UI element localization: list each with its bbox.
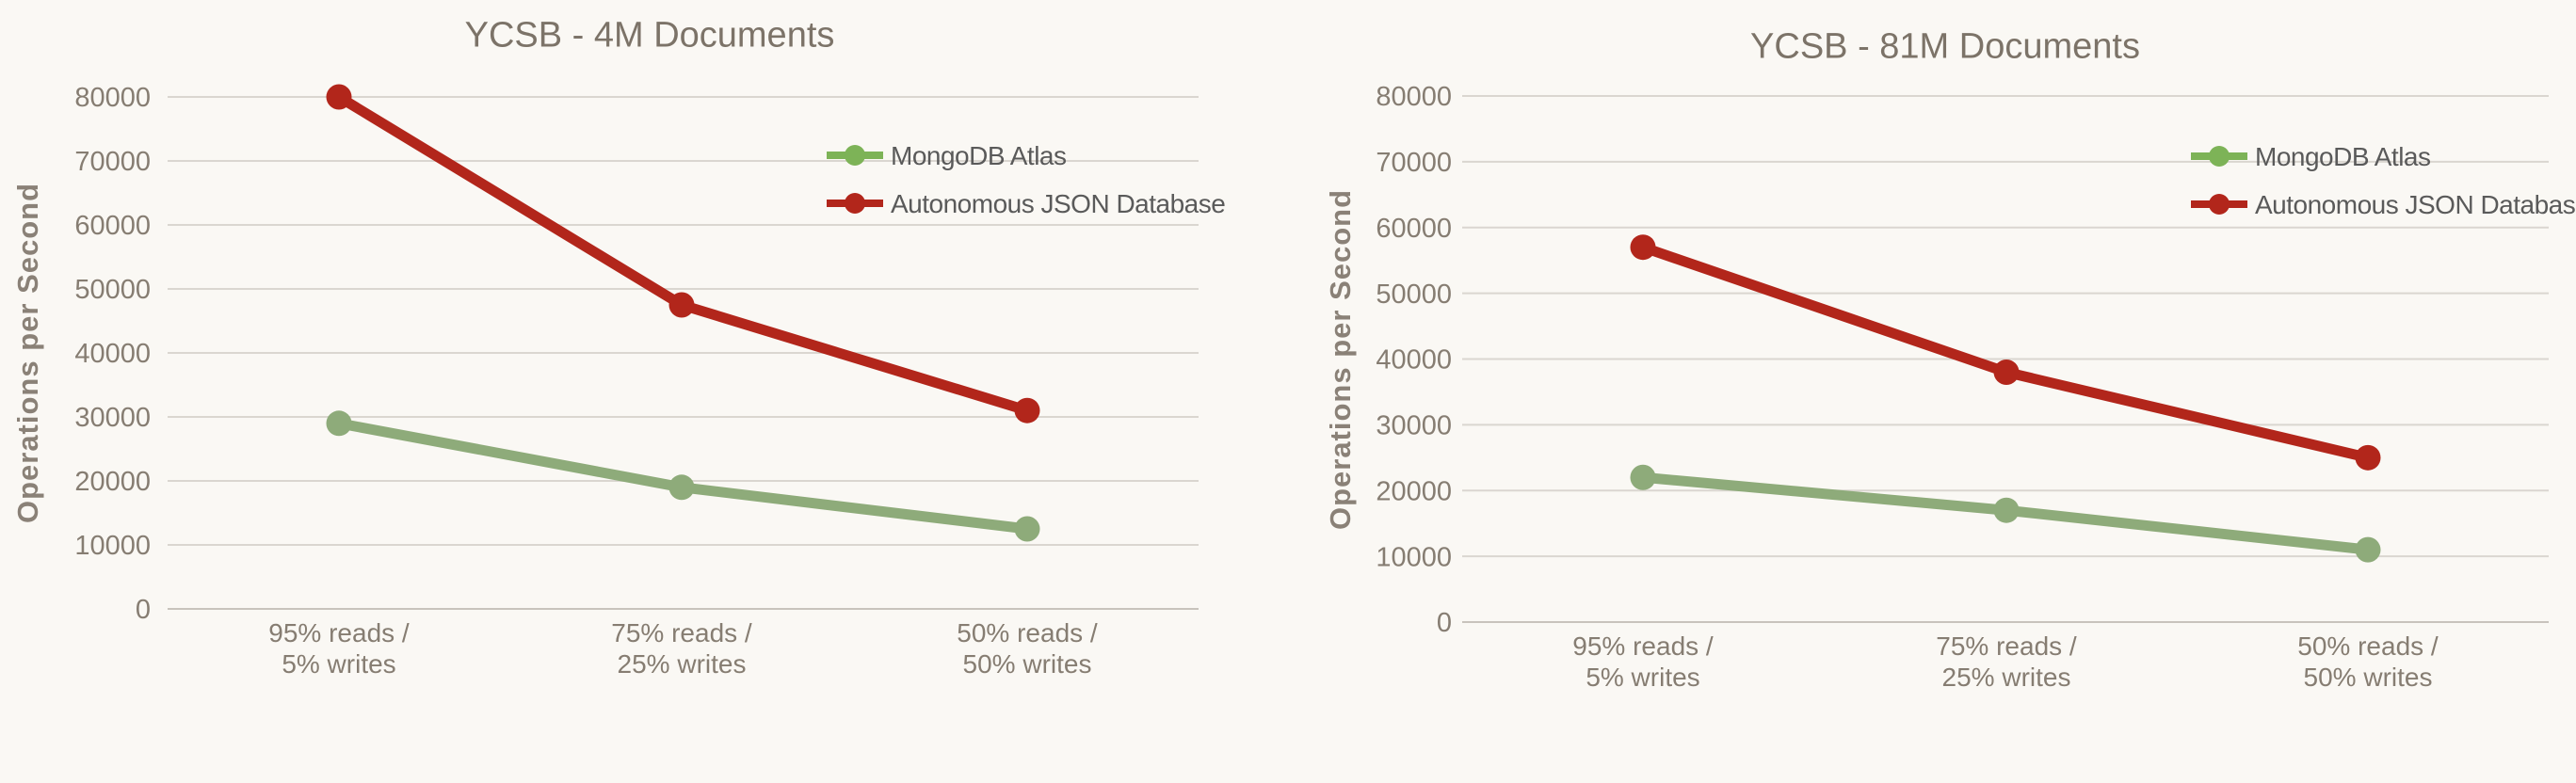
data-point [2355,444,2381,471]
x-category-label: 5% writes [282,649,395,679]
y-tick-label: 70000 [74,147,151,177]
x-category-label: 50% reads / [2297,631,2439,661]
y-tick-label: 40000 [1376,345,1452,376]
y-tick-label: 0 [136,595,151,625]
x-category-label: 25% writes [618,649,747,679]
x-category-label: 75% reads / [1936,631,2077,661]
y-tick-label: 30000 [1376,411,1452,441]
data-point [1014,397,1040,423]
series-line-autonomous-json-database [1637,242,2374,463]
data-point [326,410,352,437]
y-axis-title-right: Operations per Second [1324,188,1357,531]
x-category-label: 95% reads / [1572,631,1714,661]
x-category-label: 50% writes [2304,663,2433,692]
legend-label: Autonomous JSON Database [891,189,1225,218]
y-tick-label: 0 [1437,608,1452,638]
y-tick-label: 60000 [1376,214,1452,244]
data-point [1630,464,1656,490]
chart-title-81m: YCSB - 81M Documents [1750,26,2140,67]
y-axis-title-left: Operations per Second [11,182,44,524]
chart-title-4m: YCSB - 4M Documents [464,15,835,56]
data-point [668,474,695,501]
legend-label: MongoDB Atlas [891,141,1067,170]
legend-label: MongoDB Atlas [2255,142,2431,171]
y-tick-label: 10000 [1376,542,1452,572]
x-category-label: 95% reads / [268,618,410,647]
y-tick-label: 60000 [74,211,151,241]
y-tick-label: 20000 [74,467,151,497]
y-tick-label: 20000 [1376,476,1452,506]
data-point [1014,516,1040,542]
x-category-label: 50% writes [963,649,1092,679]
y-tick-label: 40000 [74,339,151,369]
data-point [1630,234,1656,261]
y-tick-label: 10000 [74,531,151,561]
legend-label: Autonomous JSON Database [2255,190,2576,219]
y-tick-label: 80000 [74,83,151,113]
data-point [1993,497,2020,523]
y-tick-label: 70000 [1376,148,1452,178]
x-category-label: 75% reads / [611,618,752,647]
x-category-label: 50% reads / [957,618,1098,647]
x-category-label: 5% writes [1586,663,1699,692]
y-tick-label: 50000 [1376,280,1452,310]
data-point [1993,359,2020,385]
legend-key-marker [2209,194,2230,215]
legend-key-marker [845,145,865,166]
y-tick-label: 80000 [1376,82,1452,112]
y-tick-label: 30000 [74,403,151,433]
data-point [326,84,352,110]
y-tick-label: 50000 [74,275,151,305]
data-point [668,292,695,318]
legend-key-marker [845,193,865,214]
legend-key-marker [2209,146,2230,167]
data-point [2355,536,2381,563]
x-category-label: 25% writes [1942,663,2071,692]
